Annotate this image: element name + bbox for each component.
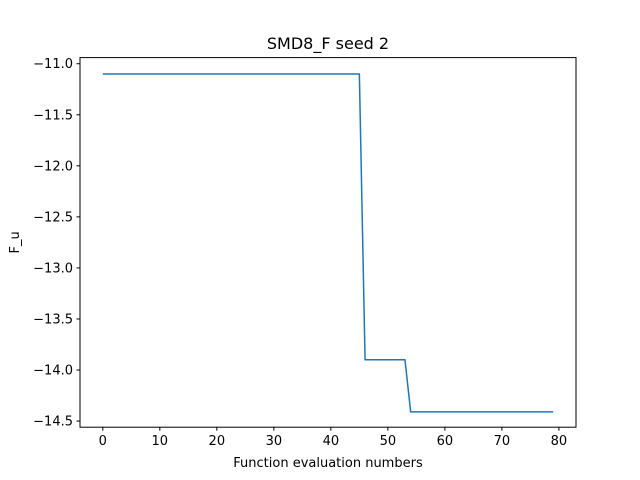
plot-frame [79,57,577,428]
x-tick-label: 60 [437,434,454,449]
x-tick-label: 70 [494,434,511,449]
y-tick-label: −11.0 [33,57,73,72]
y-tick-label: −13.5 [33,312,73,327]
series-line [102,73,554,413]
y-tick-label: −13.0 [33,261,73,276]
x-tick-label: 40 [323,434,340,449]
y-axis-label: F_u [8,231,23,253]
x-tick-label: 10 [152,434,169,449]
x-tick-label: 80 [551,434,568,449]
x-tick-label: 0 [99,434,107,449]
tick-layer: 0 10 20 30 40 50 60 70 80 −11.0 −11.5 −12.0 −12.5 −13… [33,57,567,449]
y-tick-label: −11.5 [33,108,73,123]
x-tick-label: 30 [266,434,283,449]
series-layer [102,73,554,413]
y-tick-label: −12.5 [33,210,73,225]
chart-title: SMD8_F seed 2 [267,34,389,54]
y-tick-label: −14.5 [33,415,73,430]
y-tick-label: −12.0 [33,159,73,174]
x-tick-label: 50 [380,434,397,449]
y-tick-label: −14.0 [33,364,73,379]
x-tick-label: 20 [209,434,226,449]
x-axis-label: Function evaluation numbers [233,456,423,471]
